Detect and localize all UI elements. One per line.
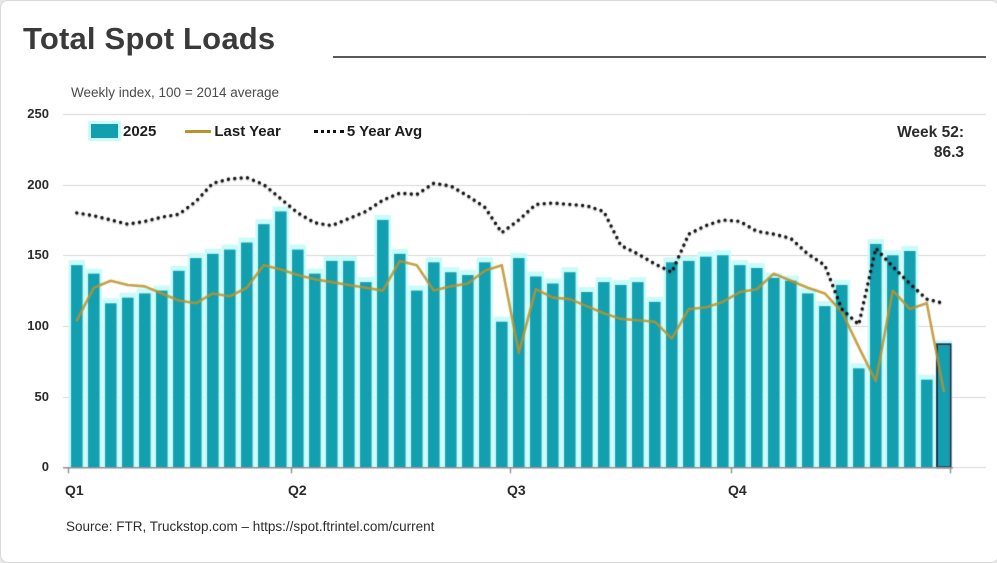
y-axis-label-0: 0: [41, 459, 49, 475]
dotted-swatch-icon: [313, 129, 344, 133]
legend-label-last-year: Last Year: [214, 122, 281, 140]
legend-item-2025: 2025: [91, 123, 156, 140]
legend-label-2025: 2025: [123, 122, 157, 140]
current-week-annotation: Week 52: 86.3: [897, 123, 964, 163]
x-axis-label-q3: Q3: [507, 482, 526, 498]
annotation-week-label: Week 52:: [897, 124, 964, 141]
x-axis-label-q2: Q2: [288, 482, 307, 498]
x-axis-label-q4: Q4: [728, 482, 747, 498]
title-rule: [333, 56, 986, 58]
y-axis-label-150: 150: [27, 247, 49, 263]
y-axis-label-200: 200: [27, 176, 49, 192]
legend-label-5yr-avg: 5 Year Avg: [346, 122, 423, 140]
page-title: Total Spot Loads: [23, 21, 276, 56]
annotation-week-value: 86.3: [933, 144, 964, 161]
y-axis-label-250: 250: [27, 105, 49, 121]
source-attribution: Source: FTR, Truckstop.com – https://spo…: [66, 519, 435, 534]
x-axis-label-q1: Q1: [65, 482, 84, 498]
legend-item-last-year: Last Year: [185, 122, 281, 140]
bar-swatch-icon: [91, 124, 118, 138]
chart-legend: 2025 Last Year 5 Year Avg: [91, 121, 422, 141]
y-axis-label-100: 100: [27, 317, 49, 333]
chart-subtitle: Weekly index, 100 = 2014 average: [71, 85, 280, 100]
y-axis-label-50: 50: [34, 388, 49, 404]
legend-item-5yr-avg: 5 Year Avg: [313, 122, 423, 140]
line-swatch-icon: [185, 129, 212, 133]
